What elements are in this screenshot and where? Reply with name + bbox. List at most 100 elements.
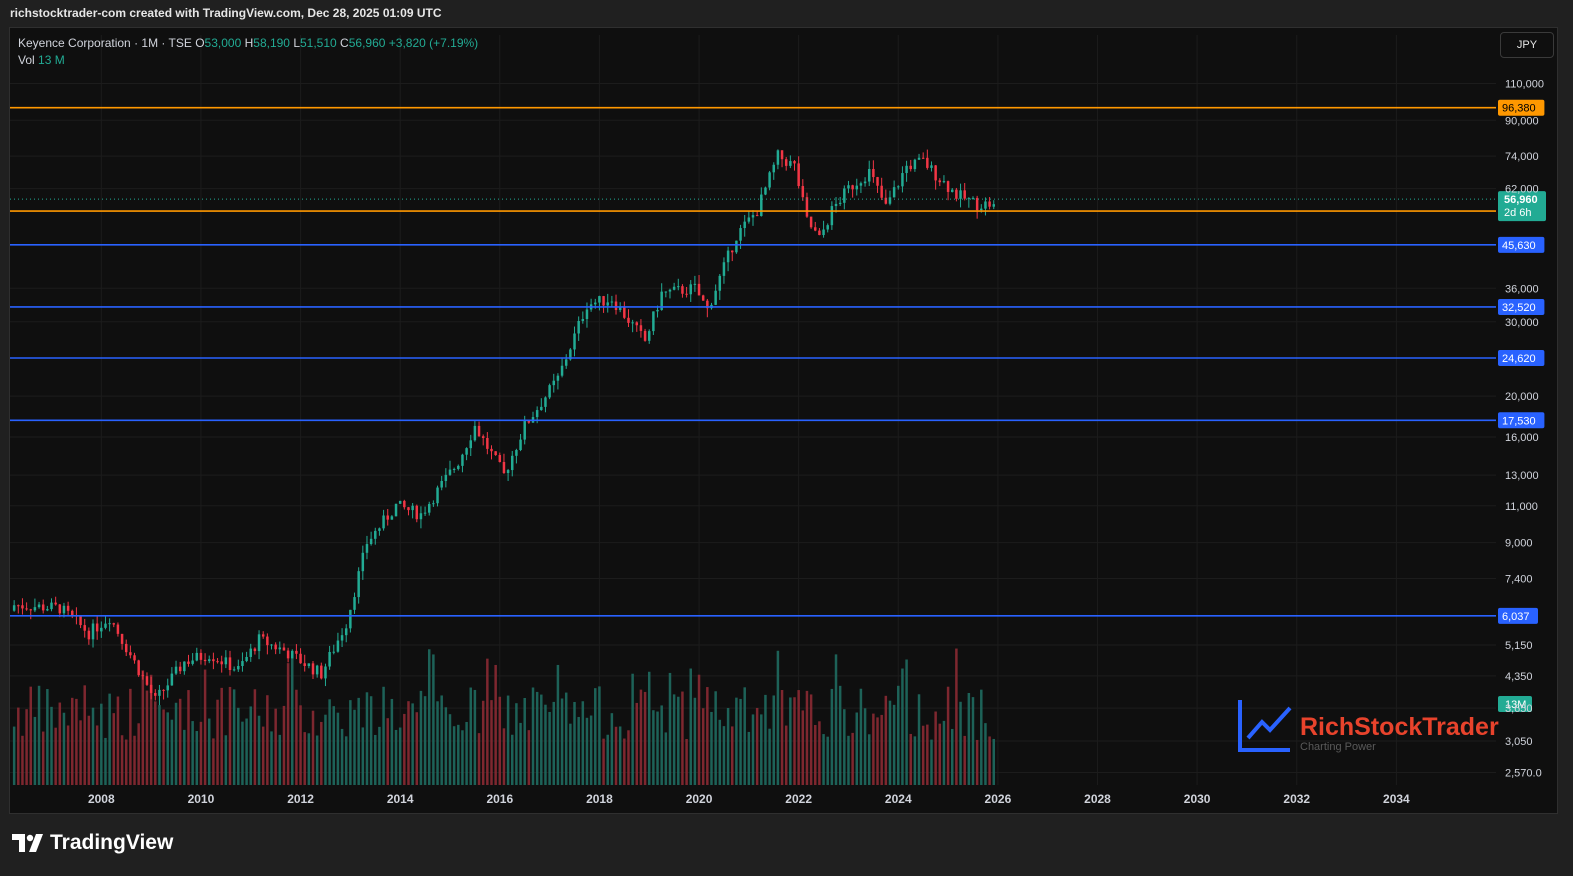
candle-body	[888, 197, 892, 204]
volume-bar	[12, 726, 16, 785]
volume-label[interactable]: Vol	[18, 53, 35, 67]
candle-body	[490, 448, 493, 452]
candle-body	[104, 623, 107, 628]
volume-bar	[440, 695, 443, 785]
candle-body	[631, 322, 634, 324]
tradingview-logo[interactable]: TradingView	[12, 831, 173, 855]
candle	[95, 616, 99, 640]
volume-bar	[556, 664, 560, 785]
richstocktrader-watermark: RichStockTrader Charting Power	[1238, 700, 1499, 753]
candle-body	[71, 610, 74, 616]
x-tick-label: 2022	[785, 792, 812, 806]
candle-body	[818, 230, 821, 236]
volume-bar	[784, 725, 788, 785]
change-value: +3,820 (+7.19%)	[388, 36, 479, 50]
candle-body	[859, 183, 863, 186]
candle	[515, 448, 518, 464]
candle	[735, 240, 738, 254]
candle-body	[33, 607, 37, 611]
volume-bar	[253, 689, 257, 785]
candle	[353, 592, 356, 614]
candle	[448, 460, 452, 476]
candle-body	[967, 198, 971, 200]
volume-bar	[249, 706, 252, 785]
x-tick-label: 2024	[885, 792, 912, 806]
candle	[544, 396, 547, 413]
volume-bar	[162, 709, 165, 785]
candle	[888, 190, 892, 206]
y-tick-label: 11,000	[1505, 501, 1538, 513]
symbol-title[interactable]: Keyence Corporation · 1M · TSE	[18, 36, 192, 50]
candle-body	[897, 186, 900, 188]
volume-bar	[91, 707, 95, 785]
volume-bar	[523, 698, 526, 785]
volume-bar	[780, 689, 784, 785]
candle-body	[369, 538, 373, 545]
volume-bar	[569, 723, 572, 785]
candle	[432, 500, 435, 507]
volume-bar	[398, 727, 402, 785]
x-tick-label: 2020	[686, 792, 713, 806]
volume-bar	[374, 734, 377, 785]
currency-button[interactable]: JPY	[1500, 32, 1554, 58]
volume-bar	[988, 736, 991, 785]
volume-bar	[710, 711, 713, 785]
volume-bar	[519, 722, 522, 785]
candle	[403, 499, 406, 510]
candle-body	[353, 597, 356, 610]
candle-body	[606, 302, 609, 306]
candle-body	[249, 648, 252, 657]
candle	[647, 329, 651, 344]
volume-bar	[897, 685, 900, 785]
candle-body	[760, 194, 763, 216]
candle-body	[245, 656, 248, 662]
candle-body	[743, 221, 746, 229]
candle	[332, 644, 336, 655]
candle	[502, 453, 506, 474]
candle-body	[320, 665, 323, 679]
volume-bar	[46, 689, 49, 785]
volume-bar	[884, 695, 888, 785]
volume-bar	[950, 728, 954, 785]
candle-body	[328, 651, 331, 667]
candle	[183, 661, 186, 675]
volume-bar	[174, 702, 178, 785]
candle	[764, 186, 767, 196]
candle	[809, 216, 813, 229]
candle	[50, 598, 53, 612]
volume-bar	[21, 735, 24, 785]
volume-bar	[444, 707, 448, 785]
volume-bar	[955, 648, 958, 785]
candle-body	[349, 609, 352, 629]
candle-body	[643, 330, 647, 341]
candle	[112, 622, 116, 628]
candle-body	[166, 685, 169, 691]
candle-body	[971, 197, 975, 199]
volume-bar	[531, 687, 535, 785]
volume-bar	[606, 734, 609, 785]
volume-bar	[631, 673, 634, 785]
candle-body	[457, 465, 460, 469]
volume-bar	[104, 737, 107, 785]
candle-body	[946, 181, 950, 192]
volume-bar	[660, 705, 663, 785]
candle	[224, 650, 228, 669]
candle-body	[677, 286, 680, 288]
volume-bar	[71, 697, 74, 785]
level-price-label: 32,520	[1502, 302, 1536, 314]
candle	[747, 210, 751, 224]
candle-body	[718, 275, 722, 291]
tradingview-logo-icon	[12, 834, 43, 852]
volume-bar	[577, 716, 580, 785]
candle	[614, 294, 618, 315]
volume-bar	[909, 733, 912, 785]
volume-bar	[216, 699, 219, 785]
volume-bar	[261, 726, 265, 785]
candle	[62, 602, 66, 618]
candle-body	[535, 410, 539, 418]
candle-body	[50, 602, 53, 610]
volume-bar	[344, 736, 348, 785]
volume-bar	[959, 701, 962, 785]
volume-bar	[544, 704, 547, 785]
